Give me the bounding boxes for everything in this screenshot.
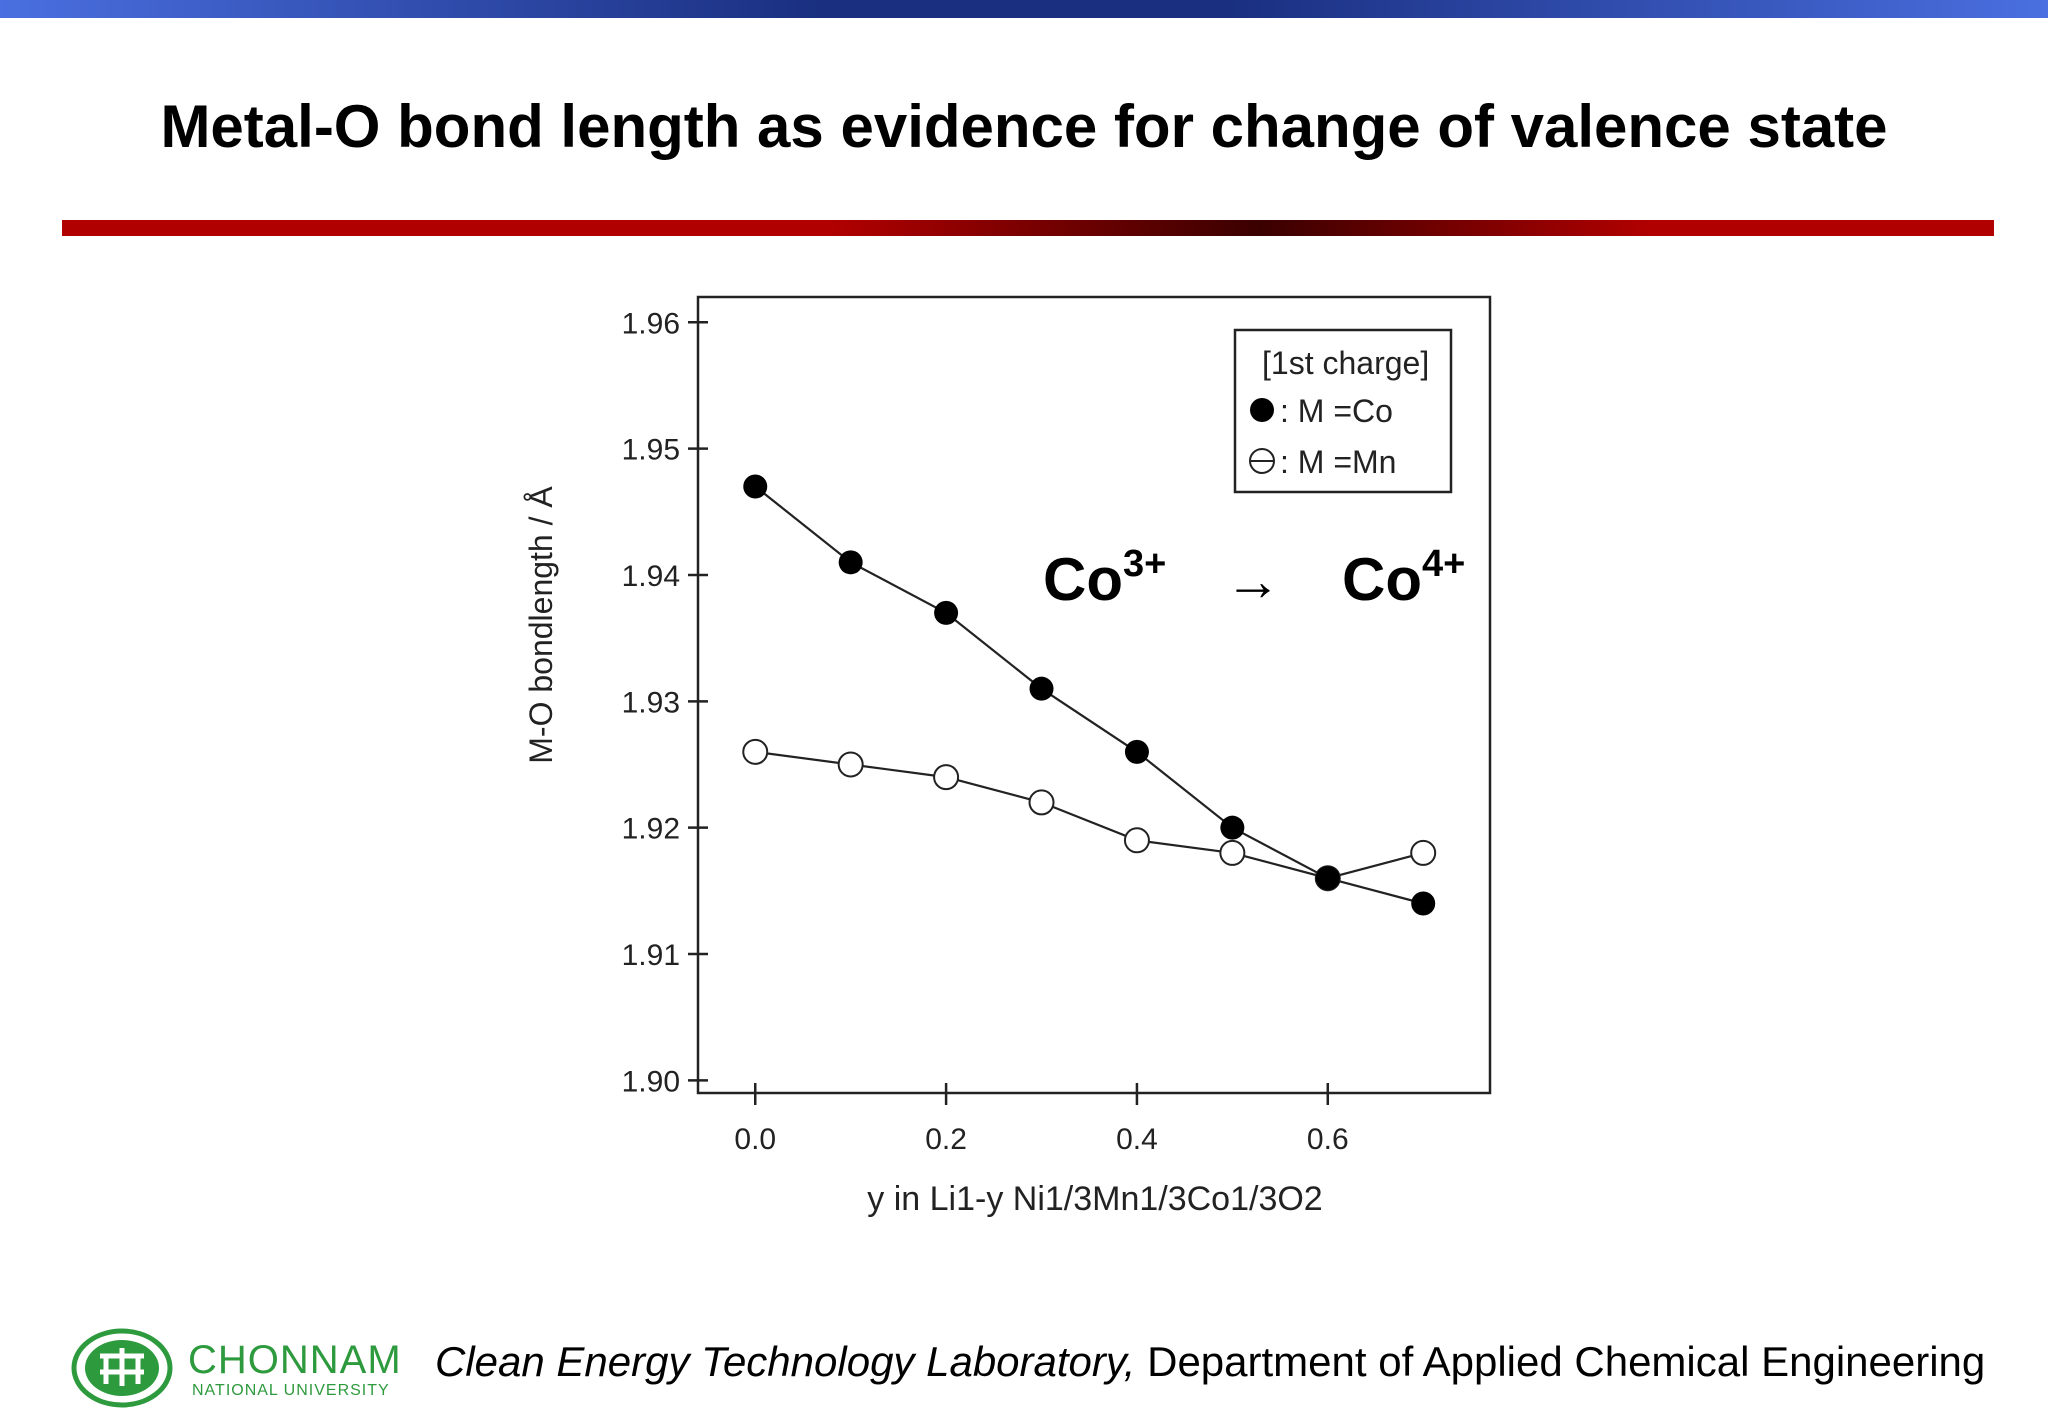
legend-marker-co bbox=[1250, 398, 1274, 422]
lab-name: Clean Energy Technology Laboratory, bbox=[435, 1338, 1136, 1385]
y-tick-label: 1.93 bbox=[622, 686, 680, 719]
data-point-co bbox=[1124, 739, 1149, 764]
annotation-from-sup: 3+ bbox=[1123, 543, 1166, 585]
title-divider bbox=[62, 220, 1994, 236]
annotation-arrow: → bbox=[1225, 549, 1281, 612]
series-line-co bbox=[754, 485, 1424, 905]
series-lines bbox=[754, 485, 1424, 905]
y-tick-label: 1.92 bbox=[622, 813, 680, 846]
data-point-mn bbox=[933, 764, 960, 791]
annotation-from-base: Co bbox=[1043, 546, 1123, 613]
annotation-to-base: Co bbox=[1342, 546, 1422, 613]
university-seal-icon bbox=[71, 1328, 173, 1408]
logo-wordmark: CHONNAM bbox=[188, 1338, 402, 1382]
series-markers bbox=[742, 474, 1437, 916]
y-tick-label: 1.96 bbox=[622, 307, 680, 340]
valence-annotation: Co3+ → Co4+ bbox=[1043, 543, 1465, 613]
y-tick-label: 1.95 bbox=[622, 434, 680, 467]
department-name: Department of Applied Chemical Engineeri… bbox=[1135, 1338, 1986, 1385]
y-axis-ticks: 1.90 1.91 1.92 1.93 1.94 1.95 1.96 bbox=[622, 307, 708, 1098]
annotation-to-sup: 4+ bbox=[1422, 543, 1465, 585]
x-tick-label: 0.2 bbox=[925, 1123, 967, 1156]
footer: CHONNAM NATIONAL UNIVERSITY Clean Energy… bbox=[70, 1326, 2000, 1408]
data-point-mn bbox=[1028, 789, 1055, 816]
slide-title: Metal-O bond length as evidence for chan… bbox=[160, 93, 1888, 160]
annotation-to: Co4+ bbox=[1342, 543, 1465, 613]
data-point-co bbox=[934, 600, 959, 625]
annotation-from: Co3+ bbox=[1043, 543, 1166, 613]
data-point-mn bbox=[1410, 839, 1437, 866]
series-line-mn bbox=[755, 750, 1424, 880]
bond-length-chart: 1.901.911.921.931.941.951.96 0.0 0.2 0.4 0.… bbox=[523, 295, 1492, 1218]
y-axis-label: M-O bondlength / Å bbox=[523, 486, 559, 764]
data-point-mn bbox=[742, 738, 769, 765]
data-point-co bbox=[1029, 676, 1054, 701]
data-point-co bbox=[1220, 815, 1245, 840]
x-tick-label: 0.4 bbox=[1116, 1123, 1158, 1156]
legend-title: [1st charge] bbox=[1262, 345, 1429, 381]
logo-subtitle: NATIONAL UNIVERSITY bbox=[192, 1382, 390, 1399]
x-axis-ticks: 0.0 0.2 0.4 0.6 bbox=[734, 1083, 1349, 1156]
legend-label-co: : M =Co bbox=[1280, 393, 1393, 429]
data-point-mn bbox=[837, 751, 864, 778]
data-point-mn bbox=[1123, 827, 1150, 854]
data-point-co bbox=[838, 550, 863, 575]
plot-frame bbox=[696, 295, 1492, 1095]
legend: [1st charge] : M =Co : M =Mn bbox=[1233, 328, 1453, 494]
data-point-co bbox=[1315, 866, 1340, 891]
data-point-co bbox=[743, 474, 768, 499]
top-accent-bar bbox=[0, 0, 2048, 18]
data-point-co bbox=[1411, 891, 1436, 916]
y-tick-label: 1.90 bbox=[622, 1065, 680, 1098]
y-tick-label: 1.91 bbox=[622, 939, 680, 972]
legend-label-mn: : M =Mn bbox=[1280, 444, 1396, 480]
x-axis-label: y in Li1-y Ni1/3Mn1/3Co1/3O2 bbox=[867, 1180, 1322, 1218]
footer-credit: Clean Energy Technology Laboratory, Depa… bbox=[435, 1338, 1985, 1386]
x-tick-label: 0.6 bbox=[1307, 1123, 1349, 1156]
y-tick-label: 1.94 bbox=[622, 560, 680, 593]
x-tick-label: 0.0 bbox=[734, 1123, 776, 1156]
data-point-mn bbox=[1219, 839, 1246, 866]
